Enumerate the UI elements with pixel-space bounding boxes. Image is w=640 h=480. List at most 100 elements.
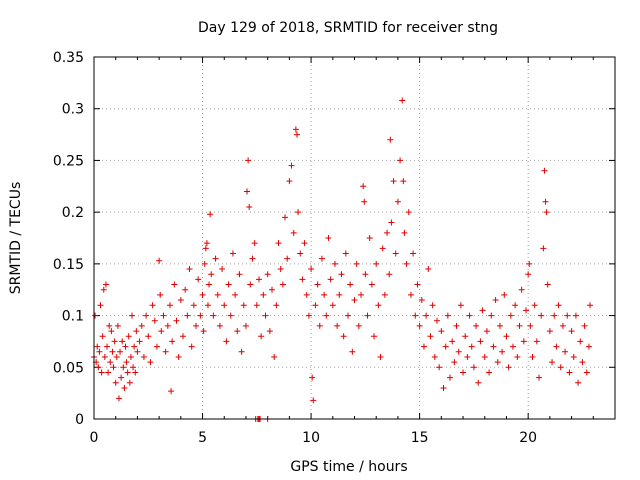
data-point: [147, 359, 154, 366]
data-point: [366, 235, 373, 241]
data-point: [501, 291, 508, 298]
y-tick-label: 0: [75, 412, 84, 428]
data-point: [505, 364, 512, 371]
data-point: [200, 328, 207, 335]
data-point: [182, 286, 189, 293]
data-point: [94, 343, 101, 350]
data-point: [177, 297, 184, 304]
data-point: [195, 276, 202, 283]
data-point: [555, 302, 562, 309]
data-point: [100, 286, 107, 293]
data-point: [314, 281, 321, 288]
data-point: [492, 297, 499, 304]
data-point: [242, 322, 249, 329]
data-point: [240, 302, 247, 309]
data-point: [540, 245, 547, 252]
data-point: [525, 271, 532, 278]
data-point: [111, 338, 118, 345]
y-tick-label: 0.35: [53, 50, 84, 66]
data-point: [110, 364, 117, 371]
data-point: [336, 291, 343, 298]
data-point: [225, 281, 232, 288]
data-point: [310, 397, 317, 404]
data-point: [312, 302, 319, 309]
data-point: [95, 364, 102, 371]
data-point: [92, 312, 99, 319]
data-point: [153, 343, 160, 350]
data-point: [119, 338, 126, 345]
data-point: [305, 312, 312, 319]
data-point: [418, 297, 425, 304]
data-point: [425, 266, 432, 273]
data-point: [193, 322, 200, 329]
y-tick-label: 0.2: [62, 205, 84, 221]
data-point: [514, 353, 521, 360]
y-tick-label: 0.1: [62, 309, 84, 325]
data-point: [468, 343, 475, 350]
chart-title: Day 129 of 2018, SRMTID for receiver stn…: [198, 20, 498, 36]
data-point: [105, 369, 112, 376]
data-point: [175, 353, 182, 360]
data-point: [583, 369, 590, 376]
data-point: [227, 312, 234, 319]
data-point: [338, 271, 345, 278]
data-point: [214, 291, 221, 298]
x-tick-label: 5: [198, 430, 207, 446]
data-point: [536, 374, 543, 381]
data-point: [412, 312, 419, 319]
data-point: [303, 291, 310, 298]
data-point: [526, 260, 533, 267]
data-point: [509, 343, 516, 350]
data-point: [127, 353, 134, 360]
data-point: [455, 348, 462, 355]
data-point: [166, 302, 173, 309]
data-point: [201, 260, 208, 267]
data-point: [293, 131, 300, 138]
data-point: [249, 255, 256, 262]
data-point: [138, 322, 145, 329]
data-point: [292, 126, 299, 133]
data-point: [133, 328, 140, 335]
data-point: [221, 302, 228, 309]
data-point: [570, 353, 577, 360]
data-point: [400, 178, 407, 185]
data-point: [203, 240, 210, 247]
y-tick-label: 0.15: [53, 257, 84, 273]
data-point: [246, 203, 253, 210]
data-point: [340, 333, 347, 340]
data-point: [460, 369, 467, 376]
data-point: [101, 353, 108, 360]
data-point: [442, 343, 449, 350]
data-points: [91, 97, 594, 422]
data-point: [107, 359, 114, 366]
data-point: [109, 348, 116, 355]
data-point: [457, 302, 464, 309]
data-point: [202, 245, 209, 252]
data-point: [546, 328, 553, 335]
y-tick-label: 0.3: [62, 102, 84, 118]
data-point: [351, 297, 358, 304]
data-point: [358, 291, 365, 298]
data-point: [371, 333, 378, 340]
data-point: [232, 291, 239, 298]
data-point: [132, 369, 139, 376]
data-point: [156, 257, 163, 264]
data-point: [251, 240, 258, 247]
data-point: [169, 338, 176, 345]
data-point: [149, 302, 156, 309]
data-point: [96, 348, 103, 355]
data-point: [544, 281, 551, 288]
data-point: [447, 374, 454, 381]
data-point: [286, 178, 293, 185]
grid-lines: [94, 57, 615, 419]
data-point: [140, 353, 147, 360]
axis-ticks: 0 0.05 0.1 0.15 0.2 0.25 0.3 0.35 0 5 10 15 20: [53, 50, 615, 446]
data-point: [262, 312, 269, 319]
data-point: [236, 271, 243, 278]
data-point: [423, 312, 430, 319]
data-point: [433, 317, 440, 324]
data-point: [190, 302, 197, 309]
data-point: [473, 322, 480, 329]
data-point: [381, 291, 388, 298]
data-point: [587, 302, 594, 309]
